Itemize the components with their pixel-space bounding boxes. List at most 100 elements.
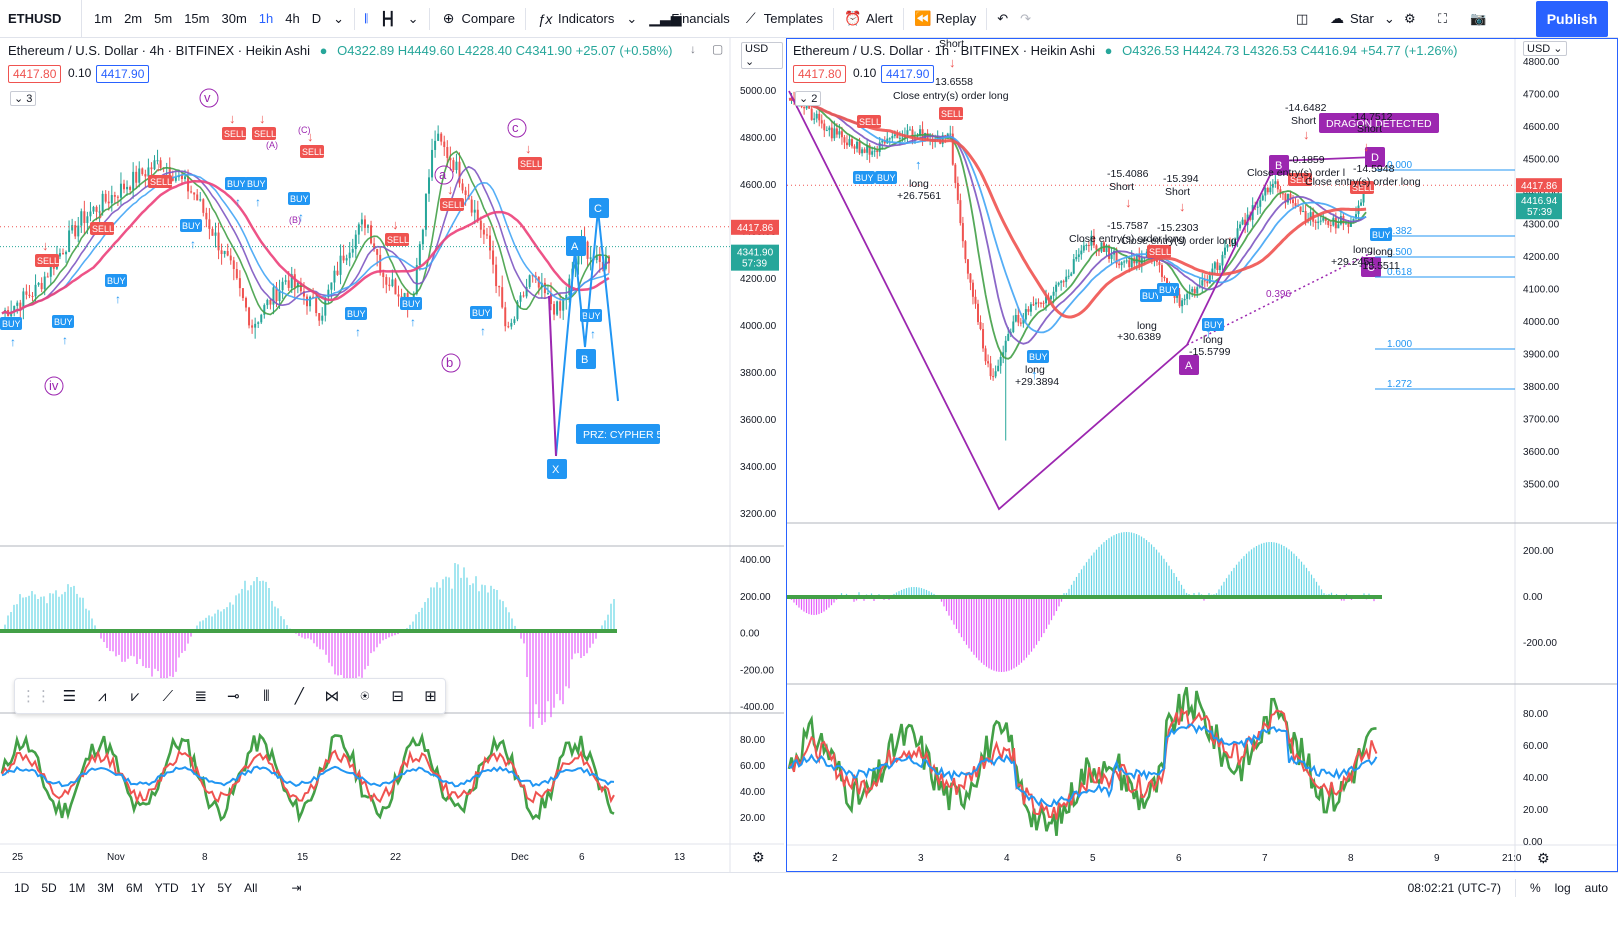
range-5y[interactable]: 5Y (217, 880, 233, 895)
left-sell-text: SELL (224, 129, 246, 139)
alert-button[interactable]: ⏰ Alert (838, 0, 899, 38)
right-strategy-annotation: -14.5948 (1353, 163, 1395, 175)
drag-handle-icon[interactable]: ⋮⋮ (21, 688, 51, 705)
left-candle-body (516, 301, 519, 320)
camera-icon[interactable]: 📷 (1470, 10, 1487, 26)
interval-1h[interactable]: 1h (258, 11, 274, 26)
layout-split-icon[interactable]: ◫ (1296, 10, 1309, 26)
interval-15m[interactable]: 15m (184, 11, 210, 26)
undo-icon[interactable]: ↶ (997, 10, 1009, 26)
goto-date-icon[interactable]: ⇥ (291, 880, 302, 895)
left-chart-pane[interactable]: 5000.004800.004600.004400.004200.004000.… (0, 38, 784, 872)
compare-button[interactable]: ⊕ Compare (434, 0, 521, 38)
right-indicator-collapse[interactable]: ⌄ 2 (795, 91, 822, 106)
interval-1m[interactable]: 1m (94, 11, 113, 26)
range-ytd[interactable]: YTD (154, 880, 179, 895)
right-chart-canvas[interactable]: 4800.00 4700.00 4600.00 4500.00 4400.00 4300.… (787, 39, 1617, 871)
financials-button[interactable]: ▁▃▅ Financials (643, 0, 736, 38)
right-bid-box[interactable]: 4417.80 (793, 65, 847, 83)
star-button[interactable]: ☁ Star ⌄ (1322, 0, 1401, 38)
log-toggle[interactable]: log (1554, 881, 1571, 895)
interval-5m[interactable]: 5m (154, 11, 173, 26)
range-3m[interactable]: 3M (97, 880, 115, 895)
right-buy-tag (1140, 289, 1162, 302)
left-indicator-collapse[interactable]: ⌄ 3 (10, 91, 37, 106)
left-settings-gear-icon[interactable]: ⚙ (752, 849, 765, 865)
left-bid-box[interactable]: 4417.80 (8, 65, 62, 83)
left-candle-body (360, 219, 363, 225)
horizontal-lines-icon[interactable]: ☰ (62, 688, 77, 705)
interval-2m[interactable]: 2m (124, 11, 143, 26)
fullscreen-icon[interactable]: ⛶ (1438, 10, 1448, 26)
chart-style-chevron-down-icon[interactable]: ⌄ (407, 10, 419, 26)
left-download-icon[interactable]: ↓ (690, 42, 696, 56)
left-candle-body (269, 299, 272, 305)
left-candle-body (187, 176, 190, 192)
line-icon[interactable]: ╱ (294, 688, 304, 705)
right-settings-gear-icon[interactable]: ⚙ (1537, 850, 1550, 866)
right-candle-body (1080, 250, 1083, 255)
publish-button[interactable]: Publish (1536, 1, 1608, 37)
right-candle-body (1042, 302, 1045, 304)
left-currency-select[interactable]: USD ⌄ (741, 42, 783, 69)
left-candle-body (330, 282, 333, 290)
right-candle-body (851, 139, 853, 147)
redo-icon[interactable]: ↷ (1020, 10, 1032, 26)
range-icon[interactable]: ⊟ (391, 688, 404, 705)
fx-icon: ƒx (537, 10, 553, 27)
left-candle-body (104, 193, 107, 202)
trend-line-icon[interactable]: ⟋ (162, 687, 174, 705)
left-buy-arrow-icon: ↑ (115, 292, 121, 306)
right-currency-select[interactable]: USD ⌄ (1523, 41, 1567, 56)
settings-gear-icon[interactable]: ⚙ (1404, 10, 1416, 26)
auto-toggle[interactable]: auto (1584, 881, 1608, 895)
right-chart-pane[interactable]: 4800.00 4700.00 4600.00 4500.00 4400.00 4300.… (786, 38, 1618, 872)
templates-button[interactable]: ⟋ Templates (736, 0, 829, 38)
xabcd-icon[interactable]: ⋈ (324, 688, 340, 705)
range-6m[interactable]: 6M (126, 880, 143, 895)
left-candle-body (293, 274, 296, 288)
clock-display[interactable]: 08:02:21 (UTC-7) (1407, 881, 1501, 895)
left-maximize-icon[interactable]: ▢ (712, 42, 724, 56)
right-ask-box[interactable]: 4417.90 (881, 65, 935, 83)
replay-button[interactable]: ⏪ Replay (908, 0, 982, 38)
toolbar-divider (428, 7, 430, 30)
symbol-search[interactable]: ETHUSD (0, 0, 82, 38)
indicators-chevron-down-icon[interactable]: ⌄ (626, 10, 638, 26)
left-candle-body (113, 195, 116, 197)
pitchfork-icon[interactable]: ⫴ (263, 687, 270, 705)
fib-icon[interactable]: ≣ (194, 688, 208, 705)
left-candle-body (461, 183, 464, 191)
percent-toggle[interactable]: % (1529, 881, 1541, 895)
interval-dropdown-chevron-down-icon[interactable]: ⌄ (333, 10, 345, 26)
left-candle-body (132, 171, 135, 190)
range-1d[interactable]: 1D (14, 880, 30, 895)
interval-d[interactable]: D (311, 11, 322, 26)
indicators-button[interactable]: ƒx Indicators (530, 0, 620, 38)
elliott-wave-icon[interactable]: ⩗ (130, 687, 140, 705)
range-5d[interactable]: 5D (41, 880, 57, 895)
right-chart-title[interactable]: Ethereum / U.S. Dollar · 1h · BITFINEX ·… (793, 43, 1095, 58)
right-candle-body (1309, 212, 1312, 220)
left-ask-box[interactable]: 4417.90 (96, 65, 150, 83)
right-candle-body (992, 376, 995, 378)
candle-style-icon[interactable]: ┣┫ (379, 10, 396, 26)
abc-pattern-icon[interactable]: ⩘ (98, 687, 107, 705)
compare-label: Compare (461, 11, 515, 26)
right-strategy-annotation: -15.5511 (1359, 260, 1400, 272)
interval-4h[interactable]: 4h (285, 11, 300, 26)
left-chart-title[interactable]: Ethereum / U.S. Dollar · 4h · BITFINEX ·… (8, 43, 310, 58)
toolbar-divider (354, 7, 356, 30)
bottom-toolbar: 1D 5D 1M 3M 6M YTD 1Y 5Y All ⇥ 08:02:21 … (0, 872, 1618, 902)
spiral-icon[interactable]: ⍟ (360, 687, 370, 705)
left-chart-canvas[interactable]: 5000.004800.004600.004400.004200.004000.… (0, 38, 784, 872)
left-candle-body (284, 280, 287, 282)
bar-style-icon[interactable]: 𝄃 (365, 10, 368, 26)
interval-30m[interactable]: 30m (221, 11, 247, 26)
date-range-icon[interactable]: ⊞ (424, 688, 437, 705)
horizontal-ray-icon[interactable]: ⊸ (227, 688, 240, 705)
range-all[interactable]: All (244, 880, 258, 895)
range-1m[interactable]: 1M (68, 880, 86, 895)
left-candle-body (354, 234, 357, 250)
range-1y[interactable]: 1Y (190, 880, 206, 895)
